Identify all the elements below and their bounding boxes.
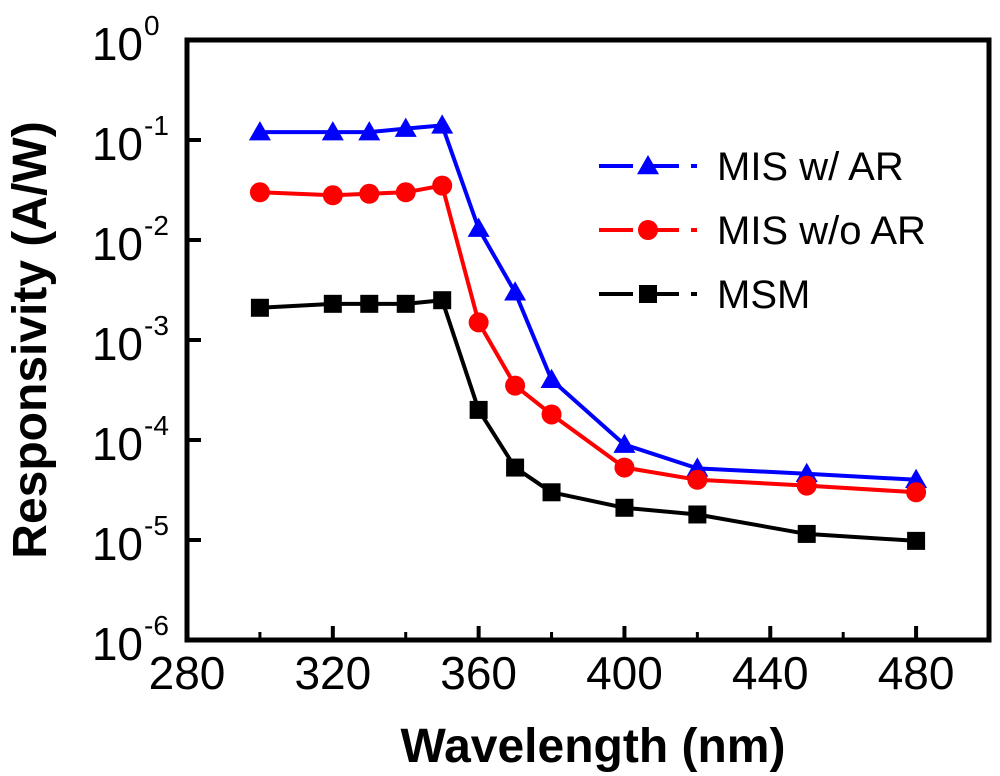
y-tick-label: 10 [92,218,143,270]
data-point [907,531,926,550]
series-line [259,298,917,543]
data-point [359,183,380,204]
data-point [322,185,343,206]
data-point [321,121,344,141]
x-tick-label: 480 [878,647,955,699]
y-axis-title: Responsivity (A/W) [4,121,57,558]
legend-item: MSM [599,273,810,317]
data-point [432,175,453,196]
y-tick-exponent: -4 [144,410,169,441]
data-point [541,404,562,425]
series-mis-w-o-ar [249,175,927,503]
data-point [504,281,527,301]
series-msm [250,291,926,550]
legend-item: MIS w/ AR [599,145,904,189]
y-tick-exponent: -1 [144,110,169,141]
x-tick-label: 360 [440,647,517,699]
data-point [358,121,381,141]
x-tick-label: 280 [149,647,226,699]
data-point [394,117,417,137]
y-tick-exponent: -2 [144,210,169,241]
legend-marker [638,220,658,240]
data-point [796,475,817,496]
data-point [395,182,416,203]
y-tick-label: 10 [92,118,143,170]
y-tick-exponent: -5 [144,510,169,541]
y-tick-exponent: -6 [144,610,169,641]
data-point [542,483,561,502]
data-point [248,121,271,141]
data-point [469,400,488,419]
data-point [505,375,526,396]
y-tick-label: 10 [92,318,143,370]
y-tick-label: 10 [92,18,143,70]
data-point [506,458,525,477]
data-point [467,217,490,237]
legend-item: MIS w/o AR [599,209,926,253]
x-tick-label: 320 [294,647,371,699]
data-point [687,469,708,490]
data-point [323,294,342,313]
y-tick-exponent: -3 [144,310,169,341]
legend-marker [639,285,657,303]
data-point [396,294,415,313]
data-point [615,498,634,517]
legend-label: MIS w/o AR [717,209,926,253]
y-tick-label: 10 [92,418,143,470]
data-point [431,114,454,134]
legend-label: MIS w/ AR [717,145,904,189]
y-tick-label: 10 [92,518,143,570]
y-tick-label: 10 [92,618,143,670]
y-tick-exponent: 0 [144,10,160,41]
plot-frame [184,37,992,643]
data-point [614,457,635,478]
data-point [613,433,636,453]
data-point [688,505,707,524]
data-point [360,294,379,313]
data-point [540,368,563,389]
data-point [433,291,452,310]
x-axis-title: Wavelength (nm) [401,720,786,773]
legend-marker [637,155,659,175]
data-point [249,182,270,203]
x-tick-label: 400 [586,647,663,699]
x-tick-label: 440 [732,647,809,699]
data-point [906,482,927,503]
data-point [250,298,269,317]
data-point [795,462,818,482]
data-point [905,468,928,489]
data-point [468,312,489,333]
legend-label: MSM [717,273,810,317]
data-point [797,524,816,543]
